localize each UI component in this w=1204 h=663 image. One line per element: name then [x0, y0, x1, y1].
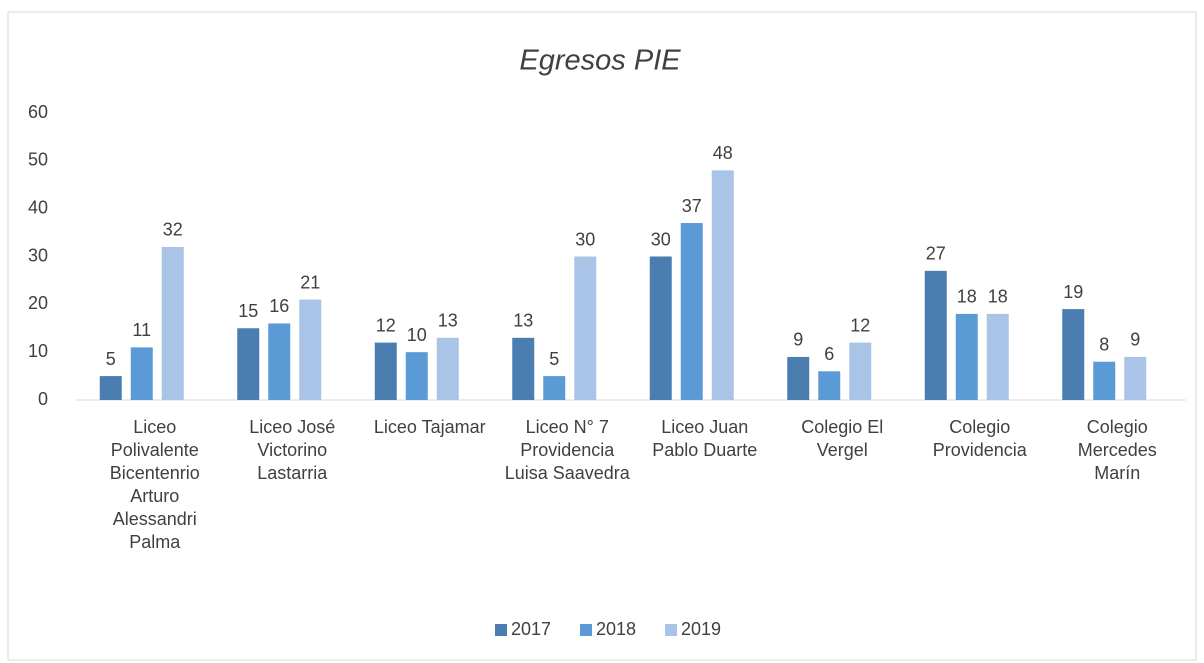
bar: [818, 371, 841, 400]
y-tick-label: 50: [28, 150, 48, 170]
data-label: 12: [850, 315, 870, 335]
bar: [268, 323, 291, 400]
bar: [986, 313, 1009, 400]
bar: [543, 376, 566, 400]
y-tick-label: 0: [38, 389, 48, 409]
bar: [787, 356, 810, 400]
legend-swatch: [580, 624, 592, 636]
data-label: 16: [269, 296, 289, 316]
chart-title: Egresos PIE: [519, 45, 681, 77]
x-tick-label-box: Colegio Providencia: [932, 417, 1027, 460]
x-tick-label: Colegio Providencia: [932, 417, 1027, 460]
data-label: 32: [163, 220, 183, 240]
bar: [1062, 309, 1085, 400]
data-label: 30: [651, 229, 671, 249]
legend-swatch: [495, 624, 507, 636]
bar: [130, 347, 153, 400]
x-tick-label-box: Liceo N° 7 Providencia Luisa Saavedra: [504, 417, 630, 483]
bar: [374, 342, 397, 400]
data-label: 12: [376, 315, 396, 335]
bar: [680, 223, 703, 400]
data-label: 48: [713, 143, 733, 163]
data-label: 5: [549, 349, 559, 369]
x-tick-label: Liceo José Victorino Lastarria: [249, 417, 336, 483]
bar: [512, 337, 535, 400]
data-label: 27: [926, 244, 946, 264]
data-label: 18: [957, 287, 977, 307]
x-tick-label-box: Liceo Juan Pablo Duarte: [652, 417, 758, 460]
legend-label: 2018: [596, 619, 636, 639]
bar: [1093, 361, 1116, 400]
bar: [924, 270, 947, 400]
y-tick-label: 10: [28, 341, 48, 361]
data-label: 13: [513, 311, 533, 331]
x-tick-label: Liceo Tajamar: [373, 417, 486, 437]
x-tick-label-box: Colegio El Vergel: [801, 417, 884, 460]
bar: [1124, 356, 1147, 400]
bar: [99, 376, 122, 400]
bar: [405, 352, 428, 400]
data-label: 18: [988, 287, 1008, 307]
y-tick-label: 20: [28, 293, 48, 313]
legend-label: 2017: [511, 619, 551, 639]
data-label: 9: [793, 330, 803, 350]
data-label: 21: [300, 272, 320, 292]
x-tick-label: Colegio Mercedes Marín: [1077, 417, 1157, 483]
data-label: 8: [1099, 334, 1109, 354]
bar: [955, 313, 978, 400]
bar: [237, 328, 260, 400]
bar: [574, 256, 597, 400]
legend-label: 2019: [681, 619, 721, 639]
x-tick-label: Liceo N° 7 Providencia Luisa Saavedra: [504, 417, 630, 483]
bar: [299, 299, 322, 400]
y-tick-label: 60: [28, 102, 48, 122]
bar: [711, 170, 734, 400]
bar: [649, 256, 672, 400]
x-tick-label-box: Liceo Tajamar: [373, 417, 486, 437]
x-tick-label-box: Liceo Polivalente Bicentenrio Arturo Ale…: [109, 417, 200, 552]
y-tick-label: 30: [28, 245, 48, 265]
x-tick-label: Liceo Juan Pablo Duarte: [652, 417, 758, 460]
data-label: 30: [575, 229, 595, 249]
data-label: 5: [106, 349, 116, 369]
data-label: 19: [1063, 282, 1083, 302]
data-label: 13: [438, 311, 458, 331]
x-tick-label: Liceo Polivalente Bicentenrio Arturo Ale…: [109, 417, 200, 552]
x-tick-label-box: Liceo José Victorino Lastarria: [249, 417, 336, 483]
data-label: 15: [238, 301, 258, 321]
data-label: 11: [132, 320, 151, 340]
data-label: 9: [1130, 330, 1140, 350]
bar: [849, 342, 872, 400]
x-tick-label-box: Colegio Mercedes Marín: [1077, 417, 1157, 483]
data-label: 6: [824, 344, 834, 364]
legend-swatch: [665, 624, 677, 636]
x-tick-label: Colegio El Vergel: [801, 417, 884, 460]
data-label: 10: [407, 325, 427, 345]
data-label: 37: [682, 196, 702, 216]
bar: [161, 246, 184, 400]
y-tick-label: 40: [28, 197, 48, 217]
bar: [436, 337, 459, 400]
